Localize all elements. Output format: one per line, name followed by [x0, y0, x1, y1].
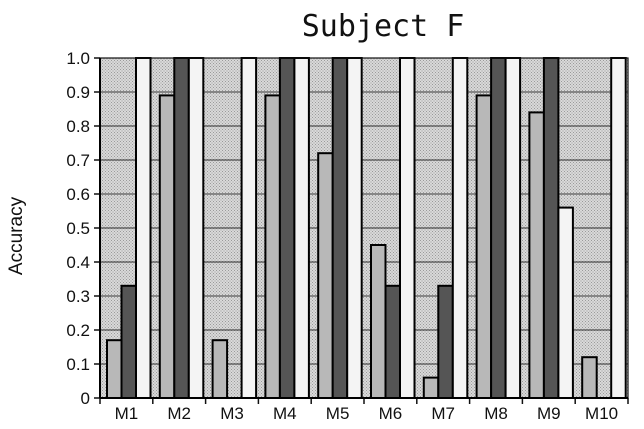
x-tick-label: M10 — [585, 404, 618, 423]
bar-m5-s3 — [346, 57, 363, 399]
bar-m1-s2 — [120, 284, 137, 399]
y-tick-label: 0.3 — [66, 287, 90, 306]
bar-m1-s3 — [135, 57, 152, 399]
y-tick-label: 1.0 — [66, 49, 90, 68]
bar-m4-s3 — [293, 57, 310, 399]
bar-m7-s1 — [422, 376, 440, 400]
bar-m9-s1 — [528, 111, 545, 400]
bar-m10-s1 — [581, 356, 598, 400]
bar-m2-s2 — [173, 57, 190, 399]
bar-m8-s1 — [475, 94, 493, 400]
y-tick-label: 0.4 — [66, 253, 90, 272]
y-tick-label: 0.5 — [66, 219, 90, 238]
bar-m8-s2 — [490, 57, 507, 399]
y-tick-label: 0 — [81, 389, 90, 408]
bars — [106, 57, 627, 400]
bar-m7-s2 — [437, 284, 454, 399]
bar-m4-s2 — [278, 57, 296, 399]
bar-m1-s1 — [106, 339, 123, 400]
y-tick-label: 0.1 — [66, 355, 90, 374]
x-tick-label: M9 — [537, 404, 561, 423]
bar-m7-s3 — [451, 57, 469, 399]
bar-m2-s1 — [158, 94, 176, 400]
y-tick-label: 0.6 — [66, 185, 90, 204]
x-tick-label: M5 — [326, 404, 350, 423]
x-tick-label: M2 — [167, 404, 191, 423]
chart-title: Subject F — [302, 9, 465, 44]
y-axis-label: Accuracy — [6, 196, 27, 275]
x-tick-label: M8 — [484, 404, 508, 423]
bar-m8-s3 — [504, 57, 522, 399]
bar-m6-s2 — [384, 284, 401, 399]
x-tick-label: M6 — [379, 404, 403, 423]
bar-m2-s3 — [187, 57, 205, 399]
y-tick-label: 0.9 — [66, 83, 90, 102]
y-tick-label: 0.2 — [66, 321, 90, 340]
y-tick-label: 0.7 — [66, 151, 90, 170]
bar-m10-s3 — [610, 57, 627, 399]
bar-m6-s3 — [399, 57, 416, 399]
bar-m5-s2 — [331, 57, 349, 399]
bar-m6-s1 — [370, 244, 387, 399]
bar-m4-s1 — [264, 94, 281, 400]
x-tick-label: M7 — [431, 404, 455, 423]
y-tick-labels: 0 0.1 0.2 0.3 0.4 0.5 0.6 0.7 0.8 0.9 1.0 — [66, 49, 90, 408]
x-tick-labels: M1 M2 M3 M4 M5 M6 M7 M8 M9 M10 — [115, 404, 619, 423]
x-tick-label: M4 — [273, 404, 297, 423]
axes — [94, 57, 629, 404]
x-tick-label: M3 — [220, 404, 244, 423]
bar-m3-s1 — [211, 339, 229, 400]
y-tick-label: 0.8 — [66, 117, 90, 136]
bar-m3-s3 — [240, 57, 258, 399]
x-tick-label: M1 — [115, 404, 139, 423]
bar-m9-s3 — [557, 206, 574, 399]
bar-m9-s2 — [542, 57, 560, 399]
bar-m5-s1 — [317, 152, 334, 399]
